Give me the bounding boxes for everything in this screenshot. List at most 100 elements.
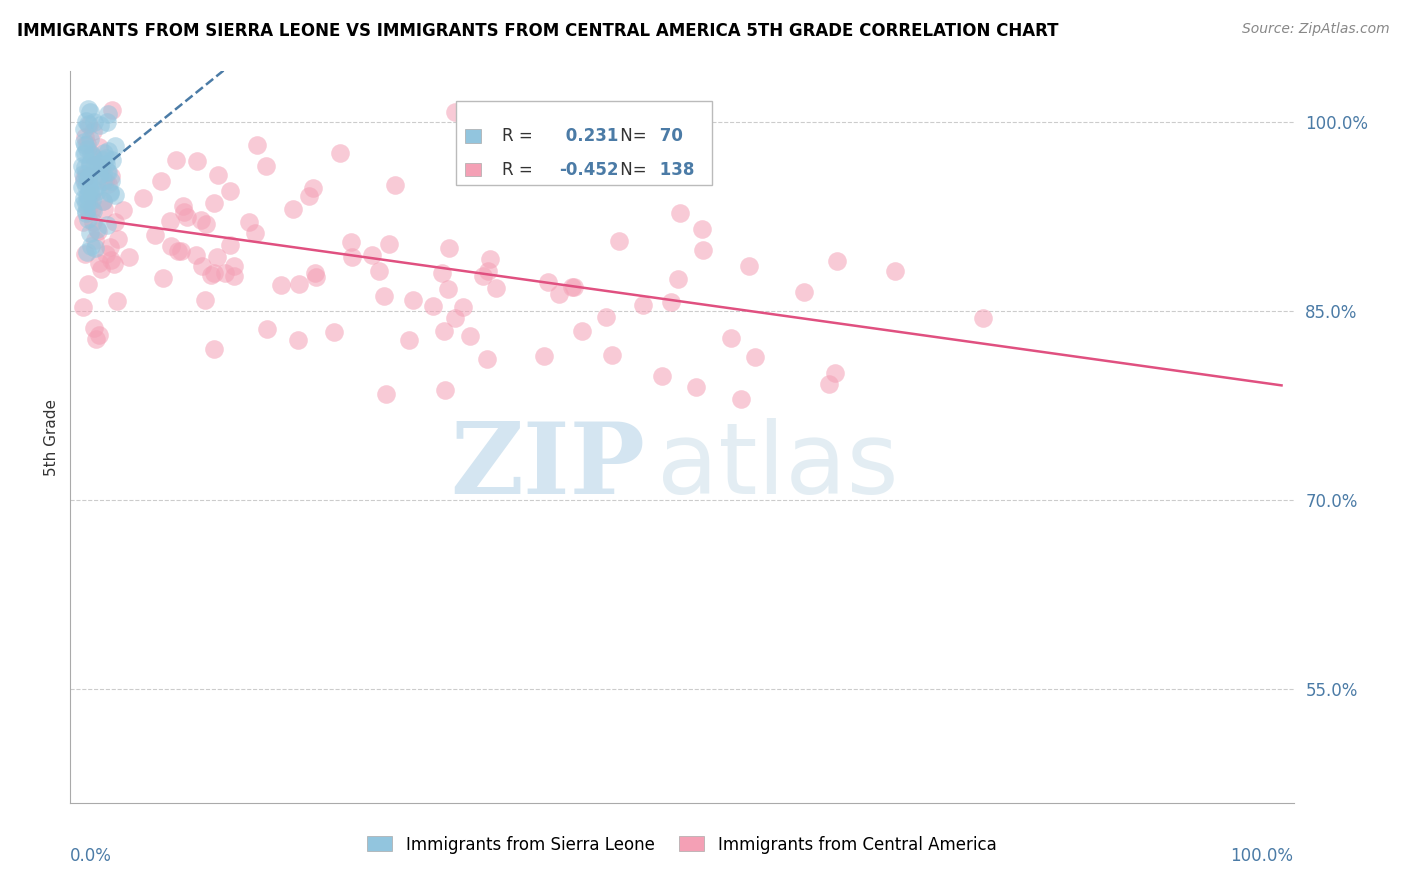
Point (533, 350, 555, 364)
Point (340, 250, 363, 264)
Point (84, 233, 107, 247)
Point (166, 153, 188, 167)
Point (94, 247, 117, 261)
Point (825, 253, 848, 268)
Point (561, 279, 583, 293)
Point (475, 351, 498, 366)
Point (402, 293, 425, 308)
Point (79, 156, 101, 170)
FancyBboxPatch shape (465, 129, 481, 143)
Point (186, 153, 208, 168)
Point (202, 266, 225, 280)
Point (287, 333, 309, 347)
Point (633, 298, 655, 312)
Point (79, 158, 101, 172)
Point (76, 142, 98, 156)
Point (80, 187, 103, 202)
Point (77, 117, 100, 131)
Point (562, 280, 585, 294)
Point (103, 257, 125, 271)
Point (191, 259, 214, 273)
Point (82, 124, 104, 138)
Point (167, 244, 190, 259)
Point (91, 194, 114, 208)
Point (73, 174, 96, 188)
Point (101, 103, 124, 118)
FancyBboxPatch shape (465, 163, 481, 177)
Point (104, 138, 127, 153)
Point (176, 210, 198, 224)
Point (329, 146, 352, 161)
Point (86, 223, 108, 237)
Point (301, 181, 323, 195)
Point (91, 166, 114, 180)
Point (76, 137, 98, 152)
Point (80, 239, 103, 253)
Point (145, 228, 167, 243)
Point (305, 269, 328, 284)
Point (77, 202, 100, 217)
Text: R =: R = (502, 127, 538, 145)
Point (200, 268, 222, 282)
Text: Source: ZipAtlas.com: Source: ZipAtlas.com (1241, 22, 1389, 37)
Point (304, 266, 326, 280)
Point (76, 194, 98, 209)
Point (322, 325, 344, 339)
Point (86, 222, 108, 236)
Point (444, 311, 467, 326)
Point (91, 160, 114, 174)
Point (256, 322, 278, 336)
Point (270, 277, 292, 292)
Point (98, 186, 121, 200)
Point (478, 252, 501, 266)
Point (93, 202, 115, 216)
Point (90, 262, 112, 277)
Point (80, 147, 103, 161)
Point (94, 157, 117, 171)
Legend: Immigrants from Sierra Leone, Immigrants from Central America: Immigrants from Sierra Leone, Immigrants… (360, 829, 1004, 860)
Point (84, 332, 107, 346)
Point (537, 275, 560, 289)
Point (172, 199, 194, 213)
Point (80, 146, 103, 161)
Point (79, 131, 101, 145)
Point (720, 331, 742, 345)
Point (818, 376, 841, 391)
Point (238, 215, 260, 229)
Point (287, 277, 309, 292)
Point (668, 206, 690, 220)
Point (77, 102, 100, 116)
Point (526, 160, 548, 174)
Point (202, 343, 225, 357)
Point (246, 138, 269, 153)
Point (204, 196, 226, 211)
Point (72, 159, 94, 173)
Point (218, 237, 240, 252)
Point (87, 157, 110, 171)
Point (100, 169, 122, 183)
Point (89, 256, 111, 270)
Point (98, 186, 121, 201)
Point (340, 235, 363, 249)
Point (437, 240, 460, 254)
Point (91, 194, 114, 208)
Point (82, 215, 104, 229)
Point (184, 248, 207, 262)
Text: 138: 138 (654, 161, 695, 178)
Point (83, 182, 105, 196)
Point (744, 350, 766, 364)
Point (254, 159, 277, 173)
Point (87, 139, 110, 153)
Point (86, 185, 108, 199)
Point (73, 145, 96, 160)
Point (602, 348, 624, 362)
Text: 0.231: 0.231 (560, 127, 619, 145)
Point (378, 237, 401, 252)
Point (433, 383, 456, 397)
Point (159, 214, 181, 228)
Point (650, 368, 672, 383)
Point (84, 241, 107, 255)
Point (685, 380, 707, 394)
Point (72, 168, 94, 182)
Point (87, 327, 110, 342)
